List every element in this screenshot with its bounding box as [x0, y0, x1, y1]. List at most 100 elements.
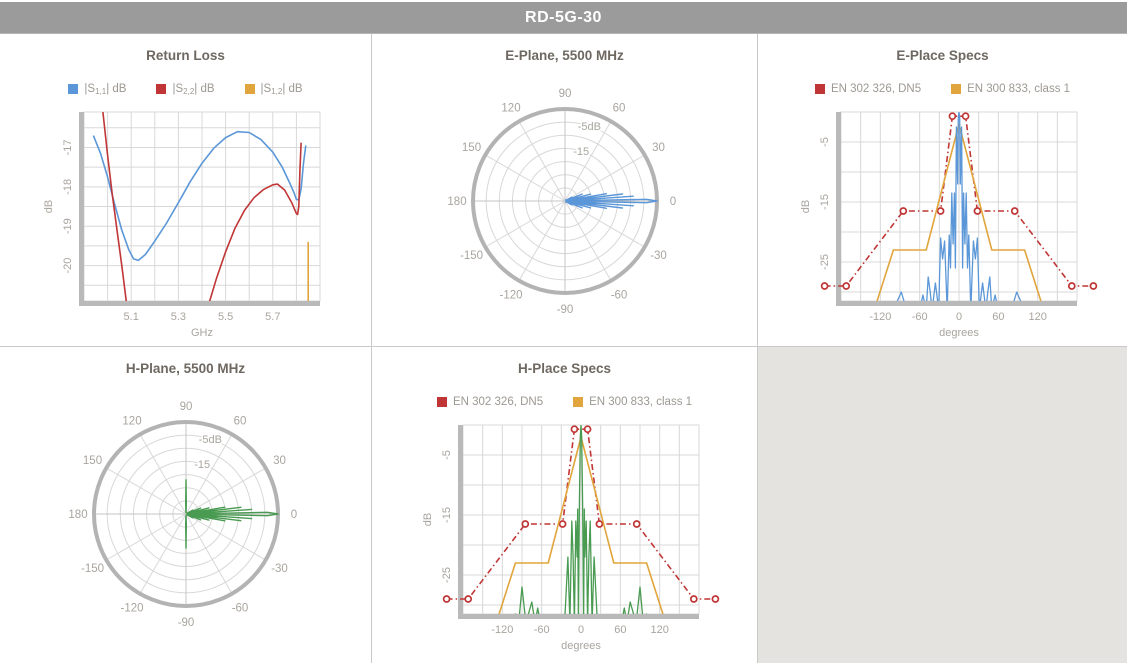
- legend-item: |S2,2| dB: [156, 83, 215, 96]
- y-axis-band: [835, 112, 841, 306]
- series-marker: [711, 595, 719, 603]
- return-loss-chart: 5.1 5.3 5.5 5.7 GHz -17 -18 -19 -20 dB: [0, 106, 371, 341]
- cell-h-plane: H-Plane, 5500 MHz 0 30 60 90 120 150 180 -150 -1…: [0, 347, 371, 663]
- series-marker: [632, 520, 641, 528]
- legend-label: EN 300 833, class 1: [967, 83, 1071, 95]
- legend-item: |S1,2| dB: [244, 82, 303, 96]
- cell-empty: [758, 347, 1127, 663]
- series-marker: [973, 207, 981, 215]
- legend-item: EN 300 833, class 1: [573, 396, 692, 408]
- e-specs-legend: EN 302 326, DN5 EN 300 833, class 1: [758, 82, 1127, 96]
- e-specs-svg: -120 -60 0 60 120 degrees -5 -15 -25 dB: [800, 111, 1097, 339]
- y-ticks: -17 -18 -19 -20: [62, 139, 74, 273]
- legend-label: |S1,2| dB: [260, 82, 303, 96]
- svg-text:-30: -30: [271, 563, 288, 575]
- series-marker: [520, 520, 529, 528]
- e-plane-svg: 0 30 60 90 120 150 180 -150 -120 -90 -60 -30 -5dB -15: [447, 88, 676, 316]
- x-axis-label: degrees: [561, 640, 601, 652]
- svg-text:-15: -15: [194, 459, 210, 471]
- h-plane-chart: 0 30 60 90 120 150 180 -150 -120 -90 -60 -30 -5dB -15: [0, 389, 371, 641]
- legend-item: EN 302 326, DN5: [436, 396, 544, 408]
- series-marker: [1067, 282, 1076, 290]
- svg-text:60: 60: [233, 416, 246, 428]
- svg-text:60: 60: [992, 311, 1004, 323]
- x-axis-label: GHz: [191, 327, 213, 339]
- legend-label: EN 300 833, class 1: [589, 396, 693, 408]
- svg-text:-5: -5: [819, 137, 831, 147]
- cell-e-plane: E-Plane, 5500 MHz 0 30 60 90 120 150 180 -150 -1…: [372, 34, 757, 346]
- svg-text:-120: -120: [491, 624, 513, 636]
- return-loss-svg: 5.1 5.3 5.5 5.7 GHz -17 -18 -19 -20 dB: [43, 111, 320, 339]
- legend-swatch: [814, 84, 825, 94]
- svg-text:5.1: 5.1: [123, 311, 138, 323]
- polar-spokes: [472, 109, 657, 293]
- charts-grid: Return Loss |S1,1| dB |S2,2| dB |S1,2| dB …: [0, 34, 1127, 663]
- grid: [83, 112, 320, 301]
- polar-pattern: [564, 192, 658, 210]
- series-marker: [898, 207, 907, 215]
- x-axis-band: [78, 301, 320, 306]
- y-axis-band: [457, 425, 463, 619]
- legend-label: EN 302 326, DN5: [452, 396, 544, 408]
- svg-text:-25: -25: [819, 254, 831, 270]
- e-plane-chart: 0 30 60 90 120 150 180 -150 -120 -90 -60 -30 -5dB -15: [372, 76, 757, 328]
- x-axis-band: [457, 614, 699, 619]
- svg-text:0: 0: [955, 311, 961, 323]
- series-marker: [689, 595, 698, 603]
- svg-text:-5dB: -5dB: [577, 121, 600, 133]
- svg-text:-5: -5: [441, 450, 453, 460]
- svg-text:-90: -90: [556, 304, 573, 316]
- series-EN 300 833, class 1: [875, 123, 1042, 301]
- svg-text:0: 0: [669, 196, 675, 208]
- series-marker: [1010, 207, 1019, 215]
- svg-text:-120: -120: [120, 603, 143, 615]
- legend-label: EN 302 326, DN5: [830, 83, 922, 95]
- svg-text:-17: -17: [62, 139, 74, 155]
- polar-ring-labels: -5dB -15: [192, 432, 223, 472]
- svg-text:-120: -120: [869, 311, 891, 323]
- legend-swatch: [244, 84, 255, 94]
- y-axis-label: dB: [800, 200, 812, 213]
- svg-text:-120: -120: [499, 290, 522, 302]
- legend-item: EN 302 326, DN5: [814, 83, 922, 95]
- grid: [840, 111, 1077, 301]
- y-axis-label: dB: [422, 513, 434, 526]
- cell-return-loss: Return Loss |S1,1| dB |S2,2| dB |S1,2| dB …: [0, 34, 371, 346]
- svg-text:-60: -60: [231, 603, 248, 615]
- svg-text:-30: -30: [650, 250, 667, 262]
- svg-text:60: 60: [614, 624, 626, 636]
- polar-ring-labels: -5dB -15: [571, 119, 602, 159]
- page-header: RD-5G-30: [0, 0, 1127, 34]
- series-EN 300 833, class 1: [497, 436, 664, 614]
- y-axis-label: dB: [43, 200, 55, 213]
- svg-text:-20: -20: [62, 258, 74, 274]
- y-ticks: -5 -15 -25: [819, 137, 831, 270]
- page-title: RD-5G-30: [525, 8, 602, 26]
- series-S11: [92, 130, 307, 262]
- x-axis-band: [835, 301, 1077, 306]
- polar-angle-labels: 0 30 60 90 120 150 180 -150 -120 -90 -60 -30: [447, 88, 676, 316]
- svg-text:0: 0: [290, 509, 296, 521]
- svg-text:30: 30: [652, 142, 665, 154]
- series-EN 302 326, DN5: [446, 428, 715, 600]
- x-axis-label: degrees: [939, 327, 979, 339]
- e-specs-title: E-Place Specs: [896, 48, 989, 63]
- svg-text:180: 180: [68, 509, 87, 521]
- e-plane-title: E-Plane, 5500 MHz: [505, 48, 624, 63]
- svg-text:150: 150: [82, 455, 101, 467]
- series-marker: [595, 520, 603, 528]
- cell-e-specs: E-Place Specs EN 302 326, DN5 EN 300 833,…: [758, 34, 1127, 346]
- legend-item: |S1,1| dB: [68, 83, 126, 96]
- series-marker: [948, 112, 956, 121]
- svg-text:150: 150: [461, 142, 480, 154]
- series-EN 302 326, DN5: [824, 115, 1093, 287]
- svg-text:120: 120: [501, 103, 520, 115]
- svg-text:-60: -60: [533, 624, 549, 636]
- svg-text:-15: -15: [573, 146, 589, 158]
- h-plane-title: H-Plane, 5500 MHz: [125, 361, 246, 376]
- legend-swatch: [68, 84, 79, 94]
- e-specs-chart: -120 -60 0 60 120 degrees -5 -15 -25 dB: [758, 106, 1127, 341]
- svg-text:-5dB: -5dB: [198, 434, 221, 446]
- legend-item: EN 300 833, class 1: [951, 83, 1070, 95]
- svg-text:-25: -25: [441, 567, 453, 583]
